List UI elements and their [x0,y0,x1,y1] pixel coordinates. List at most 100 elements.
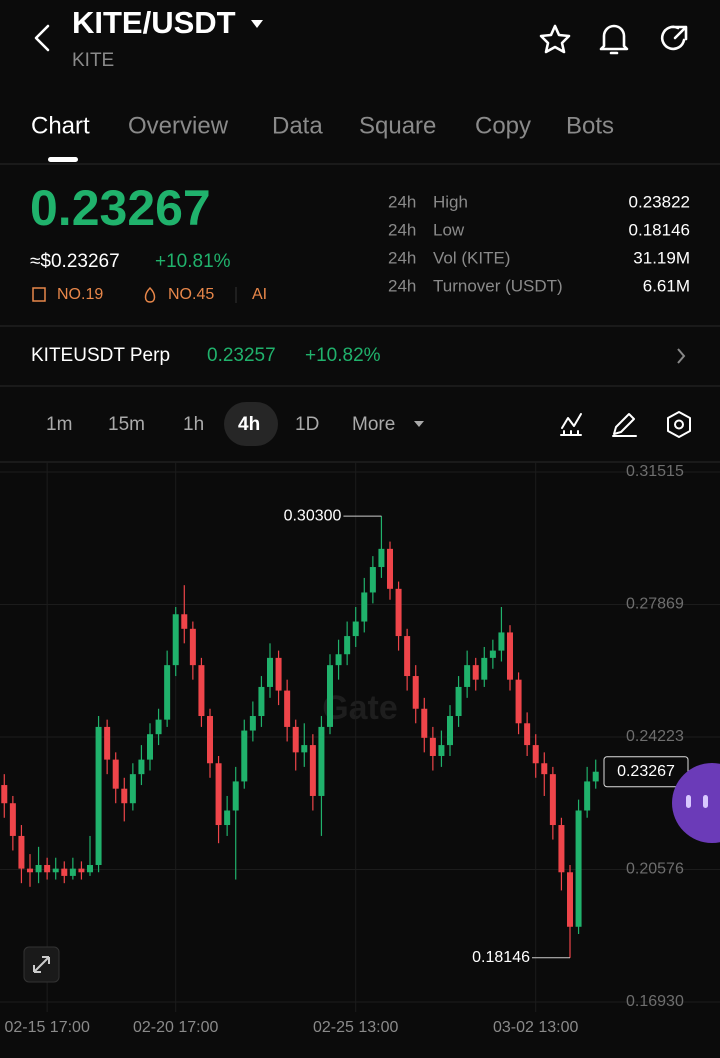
ai-badge[interactable]: AI [252,286,267,303]
tab[interactable]: Chart [31,112,90,139]
x-tick-label: 02-25 13:00 [313,1019,399,1036]
tab[interactable]: Bots [566,112,614,139]
active-timeframe-bg [224,402,278,446]
stat-period: 24h [388,248,416,267]
candle-body [164,665,171,720]
candle-body [155,719,162,735]
pair-title[interactable]: KITE/USDT [72,5,236,40]
x-tick-label: 03-02 13:00 [493,1019,579,1036]
assistant-eye [686,795,691,808]
y-tick-label: 0.16930 [626,993,684,1010]
candle-body [215,763,222,826]
candle-body [387,548,393,589]
candle-body [455,686,462,717]
candle-body [481,657,488,680]
rank[interactable]: NO.19 [57,286,103,303]
settings-icon-center [674,419,684,430]
candle-body [87,865,93,873]
stat-period: 24h [388,276,416,295]
timeframe[interactable]: 1D [295,414,319,435]
candle-body [575,810,582,927]
watermark: Gate [322,689,398,727]
candle-body [532,745,539,764]
candle-body [284,690,291,727]
price-change: +10.81% [155,251,231,272]
candle-body [138,759,145,775]
pair-subtitle: KITE [72,50,114,71]
candle-body [172,614,179,666]
fullscreen-icon [33,956,50,973]
candle-body [18,835,25,869]
alert-icon[interactable] [599,24,629,55]
candle-body [275,657,282,691]
usd-price: ≈$0.23267 [30,251,120,272]
candle-body [232,781,239,811]
x-tick-label: 02-15 17:00 [4,1019,90,1036]
tab[interactable]: Data [272,112,323,139]
candle-body [429,737,436,756]
last-price-label: 0.23267 [617,763,675,780]
timeframe[interactable]: 1m [46,414,72,435]
share-icon[interactable] [660,25,688,51]
candle-body [318,726,325,796]
stat-value: 0.23822 [629,192,690,211]
candle-body [541,763,548,775]
candle-body [361,592,368,622]
hot-rank[interactable]: NO.45 [168,286,214,303]
settings-icon[interactable] [667,411,691,438]
candle-body [147,734,153,760]
draw-icon[interactable] [612,413,637,437]
candle-body [301,745,308,753]
candle-body [472,665,479,680]
candle-body [104,726,111,760]
y-tick-label: 0.20576 [626,861,684,878]
candle-body [524,723,531,746]
candle-body [121,788,128,804]
candle-body [549,774,556,826]
stat-value: 0.18146 [629,220,690,239]
candle-body [558,825,565,873]
timeframe[interactable]: 4h [238,414,260,435]
more-arrow[interactable] [414,421,424,427]
last-price: 0.23267 [30,180,211,236]
timeframe[interactable]: 15m [108,414,145,435]
back-button[interactable] [34,24,50,52]
tab[interactable]: Copy [475,112,531,139]
candle-body [189,628,196,666]
candle-body [464,665,471,687]
candle-body [592,771,599,782]
candle-body [129,774,136,804]
timeframe[interactable]: More [352,414,395,435]
favorite-icon[interactable] [539,24,571,54]
y-tick-label: 0.31515 [626,463,684,480]
y-tick-label: 0.24223 [626,728,684,745]
candle-body [309,745,316,796]
tab[interactable]: Overview [128,112,229,139]
indicator-icon[interactable] [560,413,582,436]
candle-body [267,657,273,687]
x-tick-label: 02-20 17:00 [133,1019,219,1036]
timeframe[interactable]: 1h [183,414,204,435]
perp-change: +10.82% [305,345,381,366]
stat-label: Turnover (USDT) [433,276,563,295]
candle-body [292,726,299,753]
dropdown-arrow[interactable] [251,20,263,28]
stat-label: High [433,192,468,211]
assistant-bubble[interactable] [672,763,720,843]
min-label: 0.18146 [472,949,530,966]
candle-body [61,868,68,876]
tab[interactable]: Square [359,112,436,139]
active-tab-indicator [48,157,78,162]
hot-icon [144,286,156,303]
perp-chevron[interactable] [677,348,686,364]
candle-body [249,716,256,731]
candle-body [27,868,33,873]
stat-period: 24h [388,192,416,211]
candle-body [567,872,573,927]
candle-body [78,868,85,873]
perp-name[interactable]: KITEUSDT Perp [31,345,170,366]
candle-body [404,636,411,677]
stat-period: 24h [388,220,416,239]
